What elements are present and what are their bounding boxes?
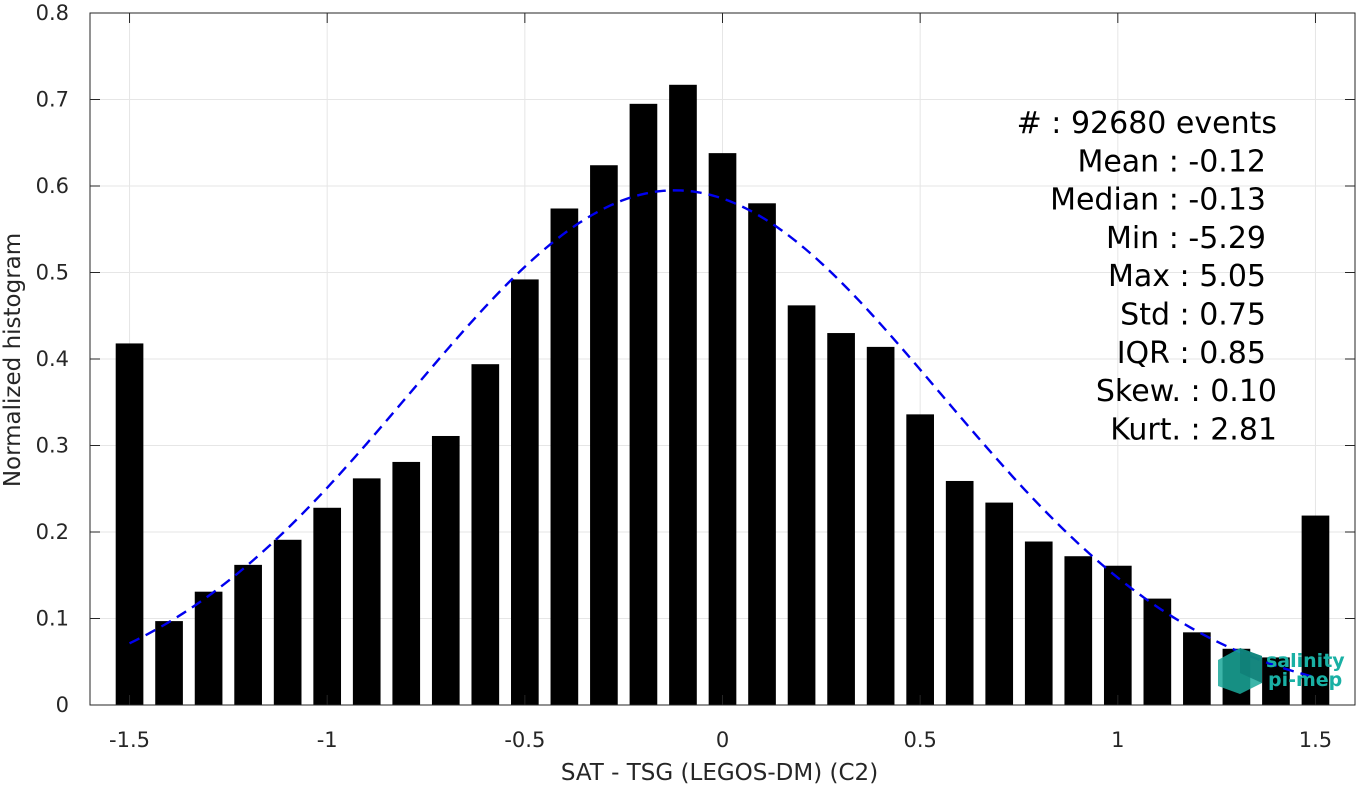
stats-line: Median : -0.13 — [1050, 183, 1266, 218]
x-tick-label: 0.5 — [903, 728, 936, 752]
stats-line: Kurt. : 2.81 — [1110, 412, 1277, 447]
axis-ticks — [90, 12, 1355, 706]
histogram-bar — [590, 165, 618, 706]
histogram-bar — [1064, 556, 1093, 705]
logo-cube-face-icon — [1240, 648, 1262, 683]
salinity-pimep-logo: salinity pi-mep — [1218, 648, 1345, 694]
histogram-bar — [748, 203, 776, 706]
histogram-bar — [273, 539, 302, 705]
stats-line: Std : 0.75 — [1120, 298, 1266, 333]
histogram-bar — [985, 502, 1014, 705]
histogram-bar — [866, 346, 895, 705]
y-tick-label: 0.5 — [36, 261, 69, 285]
x-tick-label: -1.5 — [109, 728, 150, 752]
histogram-bar — [1103, 565, 1132, 705]
y-tick-label: 0.3 — [36, 434, 69, 458]
histogram-bar — [827, 333, 855, 705]
gaussian-fit-curve — [129, 189, 1316, 679]
stats-line: Mean : -0.12 — [1077, 144, 1266, 179]
histogram-bar — [234, 564, 262, 705]
histogram-bar — [550, 208, 579, 706]
x-axis-title: SAT - TSG (LEGOS-DM) (C2) — [561, 760, 878, 785]
histogram-bars — [115, 84, 1330, 706]
histogram-bar — [155, 621, 183, 705]
y-tick-label: 0.4 — [36, 347, 69, 371]
histogram-bar — [906, 414, 934, 705]
y-tick-label: 0.7 — [36, 88, 69, 112]
histogram-bar — [471, 364, 500, 705]
stats-line: IQR : 0.85 — [1117, 336, 1266, 371]
x-tick-label: 1.5 — [1299, 728, 1332, 752]
histogram-bar — [945, 480, 974, 705]
x-tick-label: -0.5 — [504, 728, 545, 752]
x-tick-labels: -1.5 -1 -0.5 0 0.5 1 1.5 — [109, 728, 1332, 752]
histogram-bar — [669, 84, 697, 706]
logo-text-salinity: salinity — [1266, 650, 1345, 672]
histogram-bar — [1301, 515, 1330, 705]
histogram-bar — [1183, 632, 1211, 705]
stats-line: Skew. : 0.10 — [1096, 374, 1277, 409]
stats-line: Max : 5.05 — [1108, 259, 1266, 294]
histogram-bar — [1143, 598, 1172, 705]
histogram-bar — [194, 591, 223, 705]
logo-text-pimep: pi-mep — [1268, 669, 1342, 691]
y-tick-label: 0.2 — [36, 520, 69, 544]
histogram-bar — [431, 435, 460, 705]
histogram-bar — [787, 305, 816, 705]
y-tick-label: 0.6 — [36, 174, 69, 198]
y-axis-title: Normalized histogram — [0, 233, 26, 487]
histogram-bar — [115, 343, 144, 705]
y-tick-label: 0.8 — [36, 1, 69, 25]
histogram-bar — [352, 478, 381, 705]
histogram-bar — [629, 103, 658, 705]
histogram-bar — [313, 507, 342, 705]
x-tick-label: 0 — [716, 728, 729, 752]
y-tick-label: 0.1 — [36, 607, 69, 631]
y-tick-labels: 0 0.1 0.2 0.3 0.4 0.5 0.6 0.7 0.8 — [36, 1, 69, 717]
histogram-bar — [511, 279, 539, 705]
stats-line: Min : -5.29 — [1106, 221, 1266, 256]
y-tick-label: 0 — [56, 693, 69, 717]
stats-line: # : 92680 events — [1017, 106, 1277, 141]
x-tick-label: 1 — [1111, 728, 1124, 752]
x-tick-label: -1 — [317, 728, 338, 752]
histogram-bar — [1024, 541, 1053, 705]
histogram-bar — [708, 153, 737, 705]
histogram-bar — [392, 461, 421, 705]
